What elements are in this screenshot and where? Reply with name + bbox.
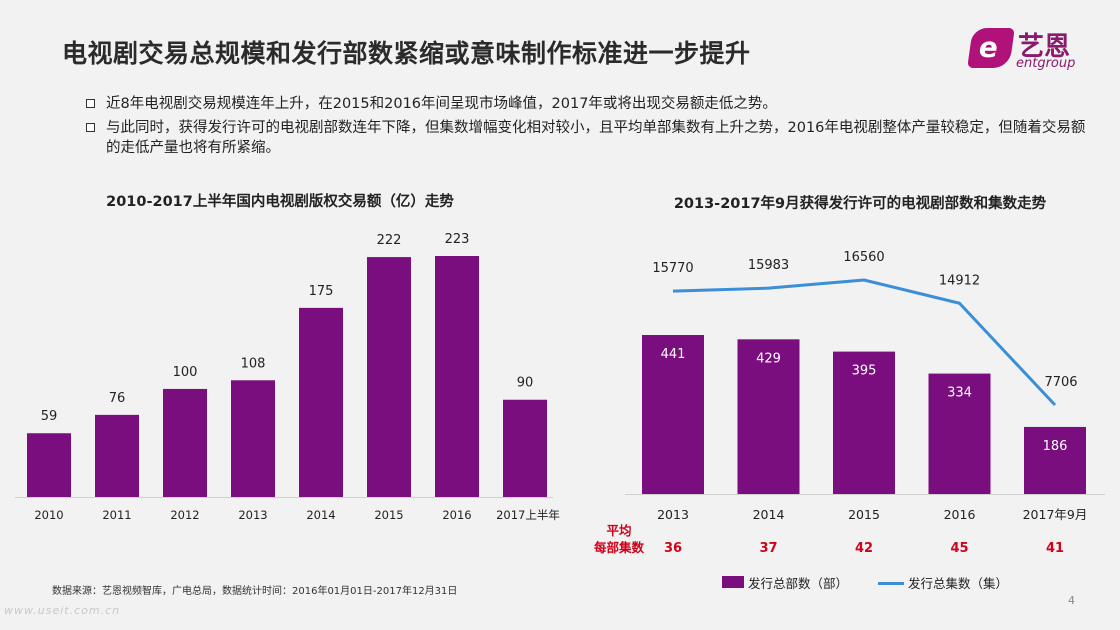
legend-label: 发行总部数（部） bbox=[748, 576, 849, 591]
bar-value-label: 334 bbox=[947, 386, 972, 401]
x-tick-label: 2017上半年 bbox=[496, 508, 560, 522]
bar-value-label: 395 bbox=[852, 364, 877, 379]
logo-name: 艺恩 bbox=[1018, 32, 1071, 62]
bar-value-label: 108 bbox=[241, 356, 266, 371]
legend-swatch-line bbox=[878, 582, 904, 585]
avg-episodes-value: 42 bbox=[855, 541, 873, 556]
avg-episodes-value: 45 bbox=[950, 541, 968, 556]
bullet-text: 与此同时，获得发行许可的电视剧部数连年下降，但集数增幅变化相对较小，且平均单部集… bbox=[106, 120, 1086, 156]
line-value-label: 14912 bbox=[939, 273, 980, 288]
avg-episodes-value: 37 bbox=[759, 541, 777, 556]
line-value-label: 16560 bbox=[843, 250, 884, 265]
x-tick-label: 2013 bbox=[238, 508, 267, 522]
bar-value-label: 441 bbox=[661, 347, 686, 362]
bar-2016 bbox=[435, 256, 479, 497]
bar-value-label: 59 bbox=[41, 409, 58, 424]
x-tick-label: 2016 bbox=[442, 508, 471, 522]
logo-subtitle: entgroup bbox=[1016, 56, 1076, 71]
episodes-line bbox=[672, 278, 1057, 407]
bar-2014 bbox=[299, 307, 343, 497]
bar-2016 bbox=[928, 373, 991, 494]
bar-2013 bbox=[231, 380, 275, 497]
brand-logo: e 艺恩 entgroup bbox=[967, 26, 1090, 76]
avg-episodes-label: 平均 每部集数 bbox=[594, 523, 645, 555]
right-chart-title: 2013-2017年9月获得发行许可的电视剧部数和集数走势 bbox=[673, 196, 1047, 212]
x-tick-label: 2012 bbox=[170, 508, 199, 522]
bar-2013 bbox=[642, 335, 704, 494]
x-tick-label: 2011 bbox=[102, 508, 131, 522]
avg-episodes-value: 36 bbox=[664, 541, 682, 556]
x-tick-label: 2015 bbox=[374, 508, 403, 522]
legend-item-bars: 发行总部数（部） bbox=[722, 573, 848, 592]
x-tick-label: 2010 bbox=[34, 508, 63, 522]
bar-value-label: 429 bbox=[756, 351, 781, 366]
x-tick-label: 2017年9月 bbox=[1023, 507, 1088, 522]
bar-2014 bbox=[737, 339, 800, 494]
data-source-note: 数据来源：艺恩视频智库，广电总局，数据统计时间：2016年01月01日-2017… bbox=[52, 586, 458, 597]
bar-2017上半年 bbox=[503, 399, 547, 497]
x-tick-label: 2013 bbox=[657, 507, 689, 522]
bar-2010 bbox=[27, 433, 71, 497]
summary-bullets: 近8年电视剧交易规模连年上升，在2015和2016年间呈现市场峰值，2017年或… bbox=[86, 94, 1086, 162]
bar-value-label: 223 bbox=[445, 232, 470, 247]
x-tick-label: 2016 bbox=[944, 507, 976, 522]
legend-swatch-bar bbox=[722, 576, 744, 588]
bar-value-label: 100 bbox=[173, 365, 198, 380]
bar-2015 bbox=[833, 351, 895, 494]
line-value-label: 7706 bbox=[1044, 375, 1077, 390]
bar-value-label: 222 bbox=[377, 233, 402, 248]
bar-value-label: 90 bbox=[517, 376, 534, 391]
x-tick-label: 2014 bbox=[753, 507, 785, 522]
square-bullet-icon bbox=[86, 99, 95, 108]
bar-2012 bbox=[163, 388, 207, 497]
bar-value-label: 76 bbox=[109, 391, 126, 406]
x-tick-label: 2015 bbox=[848, 507, 880, 522]
line-value-label: 15983 bbox=[748, 258, 789, 273]
page-title: 电视剧交易总规模和发行部数紧缩或意味制作标准进一步提升 bbox=[62, 39, 751, 68]
bar-value-label: 175 bbox=[309, 284, 334, 299]
x-tick-label: 2014 bbox=[306, 508, 335, 522]
square-bullet-icon bbox=[86, 123, 95, 132]
legend-label: 发行总集数（集） bbox=[908, 576, 1009, 591]
avg-episodes-value: 41 bbox=[1046, 541, 1064, 556]
bar-2015 bbox=[367, 257, 411, 497]
page-number: 4 bbox=[1068, 594, 1075, 607]
bullet-item: 与此同时，获得发行许可的电视剧部数连年下降，但集数增幅变化相对较小，且平均单部集… bbox=[86, 118, 1086, 158]
bar-2017年9月 bbox=[1024, 426, 1086, 494]
bar-2011 bbox=[95, 414, 139, 497]
watermark: www.useit.com.cn bbox=[4, 604, 121, 617]
bullet-item: 近8年电视剧交易规模连年上升，在2015和2016年间呈现市场峰值，2017年或… bbox=[86, 94, 1086, 114]
left-chart-title: 2010-2017上半年国内电视剧版权交易额（亿）走势 bbox=[106, 194, 454, 210]
line-value-label: 15770 bbox=[652, 261, 693, 276]
bar-value-label: 186 bbox=[1043, 439, 1068, 454]
bullet-text: 近8年电视剧交易规模连年上升，在2015和2016年间呈现市场峰值，2017年或… bbox=[106, 96, 777, 112]
legend-item-line: 发行总集数（集） bbox=[878, 573, 1008, 592]
